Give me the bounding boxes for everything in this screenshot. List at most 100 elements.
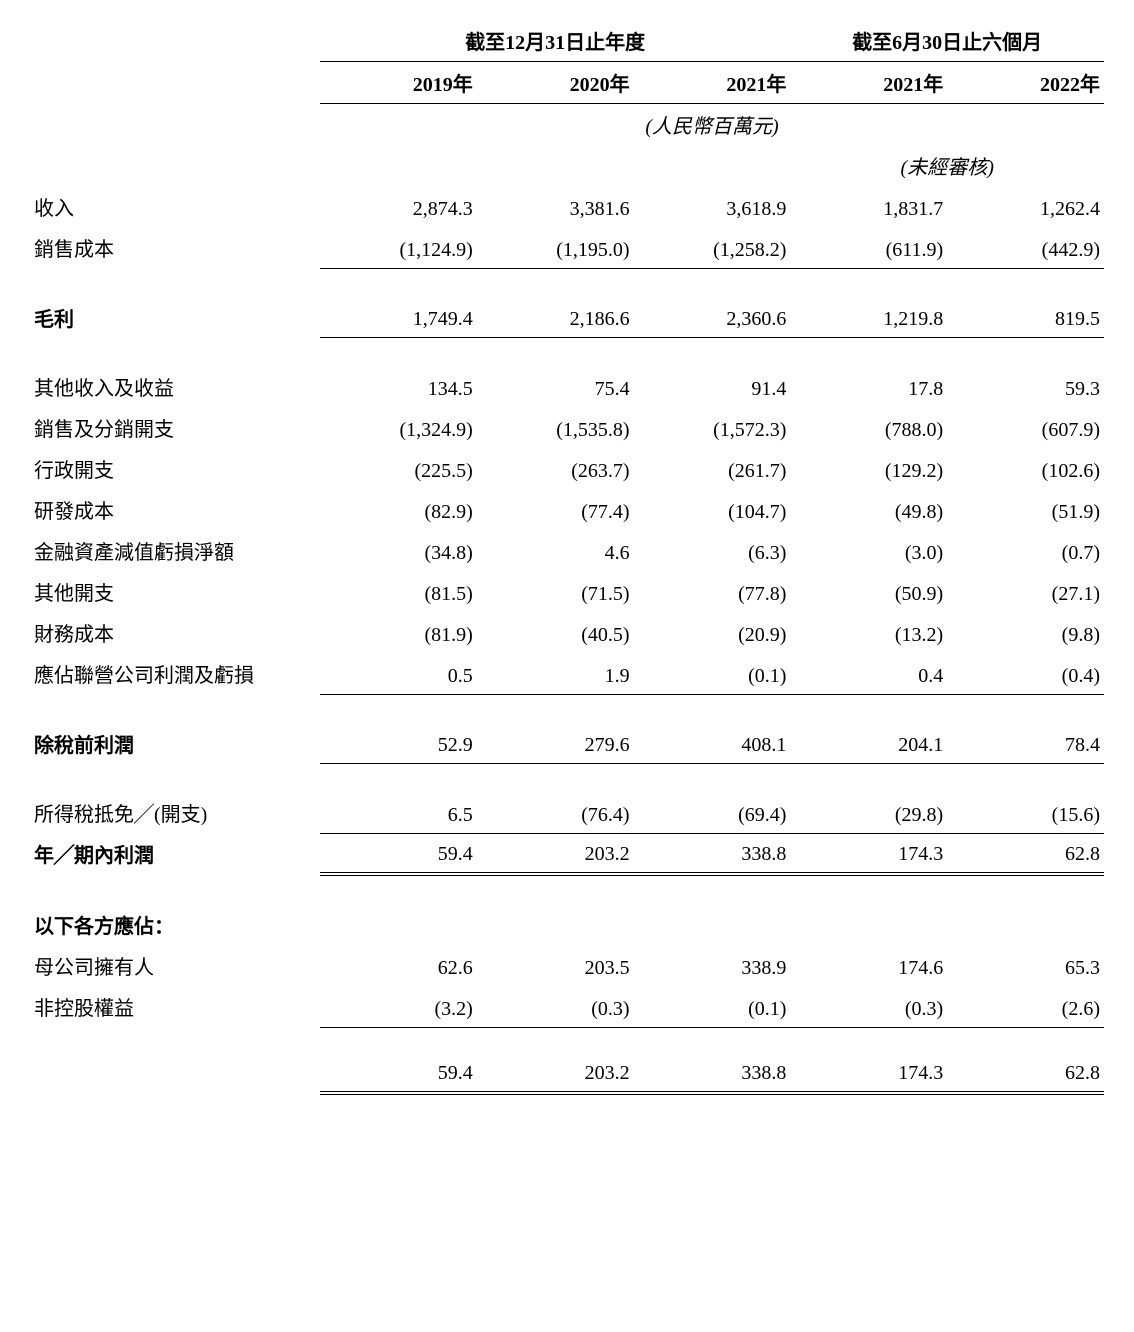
row-label: 研發成本 [30,489,320,530]
header-group-annual: 截至12月31日止年度 [320,20,790,62]
cell-y2020: (263.7) [477,448,634,489]
cell-y2020: (1,195.0) [477,227,634,268]
cell-y2021: (20.9) [634,612,791,653]
row-label [30,1056,320,1093]
cell-y2020: 4.6 [477,530,634,571]
cell-h2021: 174.3 [790,833,947,874]
cell-y2021: 91.4 [634,366,791,407]
table-row: 非控股權益(3.2)(0.3)(0.1)(0.3)(2.6) [30,986,1104,1027]
cell-y2020: 3,381.6 [477,186,634,227]
cell-h2021: (3.0) [790,530,947,571]
table-row: 除稅前利潤52.9279.6408.1204.178.4 [30,723,1104,764]
cell-h2022: (27.1) [947,571,1104,612]
table-row: 母公司擁有人62.6203.5338.9174.665.3 [30,945,1104,986]
cell-y2019: 52.9 [320,723,477,764]
cell-y2019: 62.6 [320,945,477,986]
row-label: 收入 [30,186,320,227]
cell-h2021: (29.8) [790,792,947,833]
cell-y2021: 3,618.9 [634,186,791,227]
cell-y2019: (1,124.9) [320,227,477,268]
cell-y2020: (77.4) [477,489,634,530]
table-row: 其他收入及收益134.575.491.417.859.3 [30,366,1104,407]
cell-h2021: 0.4 [790,653,947,694]
cell-y2021: 338.9 [634,945,791,986]
cell-y2019: 59.4 [320,833,477,874]
spacer-row [30,338,1104,367]
table-row: 以下各方應佔： [30,904,1104,945]
row-label: 毛利 [30,297,320,338]
cell-y2019: 1,749.4 [320,297,477,338]
header-group-interim: 截至6月30日止六個月 [790,20,1104,62]
cell-y2021: (1,258.2) [634,227,791,268]
cell-y2021: (6.3) [634,530,791,571]
cell-y2020: (40.5) [477,612,634,653]
cell-y2019 [320,904,477,945]
cell-h2021: 1,831.7 [790,186,947,227]
cell-y2019: (3.2) [320,986,477,1027]
cell-y2019: (81.5) [320,571,477,612]
cell-y2021: 338.8 [634,1056,791,1093]
cell-y2020: 203.2 [477,833,634,874]
spacer-row [30,764,1104,793]
cell-h2021: 174.6 [790,945,947,986]
cell-y2021: (69.4) [634,792,791,833]
cell-h2021: (788.0) [790,407,947,448]
cell-y2019: (81.9) [320,612,477,653]
cell-y2020 [477,904,634,945]
cell-h2022 [947,904,1104,945]
cell-y2021: 338.8 [634,833,791,874]
cell-y2021: 2,360.6 [634,297,791,338]
table-row: 銷售及分銷開支(1,324.9)(1,535.8)(1,572.3)(788.0… [30,407,1104,448]
row-label: 母公司擁有人 [30,945,320,986]
row-label: 銷售成本 [30,227,320,268]
table-row: 所得稅抵免╱(開支)6.5(76.4)(69.4)(29.8)(15.6) [30,792,1104,833]
table-row: 行政開支(225.5)(263.7)(261.7)(129.2)(102.6) [30,448,1104,489]
cell-h2022: 65.3 [947,945,1104,986]
cell-h2021: (13.2) [790,612,947,653]
unit-note: (人民幣百萬元) [320,104,1104,146]
financial-table: 截至12月31日止年度 截至6月30日止六個月 2019年 2020年 2021… [30,20,1104,1095]
table-row: 其他開支(81.5)(71.5)(77.8)(50.9)(27.1) [30,571,1104,612]
row-label: 所得稅抵免╱(開支) [30,792,320,833]
cell-y2019: 59.4 [320,1056,477,1093]
spacer-row [30,694,1104,723]
cell-y2019: 134.5 [320,366,477,407]
col-header-2019: 2019年 [320,62,477,104]
cell-h2022: 62.8 [947,833,1104,874]
header-group-row: 截至12月31日止年度 截至6月30日止六個月 [30,20,1104,62]
cell-h2021: (50.9) [790,571,947,612]
cell-h2022: 62.8 [947,1056,1104,1093]
cell-y2021: (0.1) [634,653,791,694]
table-row: 金融資產減值虧損淨額(34.8)4.6(6.3)(3.0)(0.7) [30,530,1104,571]
cell-y2021: (77.8) [634,571,791,612]
cell-h2022: (0.4) [947,653,1104,694]
table-row: 毛利1,749.42,186.62,360.61,219.8819.5 [30,297,1104,338]
row-label: 銷售及分銷開支 [30,407,320,448]
row-label: 行政開支 [30,448,320,489]
cell-y2020: (71.5) [477,571,634,612]
cell-h2021: 1,219.8 [790,297,947,338]
cell-y2020: (1,535.8) [477,407,634,448]
unaudited-note-row: (未經審核) [30,145,1104,186]
table-row: 應佔聯營公司利潤及虧損0.51.9(0.1)0.4(0.4) [30,653,1104,694]
cell-y2021: (0.1) [634,986,791,1027]
row-label: 年╱期內利潤 [30,833,320,874]
cell-h2021: (0.3) [790,986,947,1027]
table-row: 銷售成本(1,124.9)(1,195.0)(1,258.2)(611.9)(4… [30,227,1104,268]
year-header-row: 2019年 2020年 2021年 2021年 2022年 [30,62,1104,104]
cell-h2022: (2.6) [947,986,1104,1027]
cell-h2022: (51.9) [947,489,1104,530]
cell-h2022: (102.6) [947,448,1104,489]
cell-y2019: 0.5 [320,653,477,694]
cell-y2020: 75.4 [477,366,634,407]
cell-y2019: 6.5 [320,792,477,833]
row-label: 其他開支 [30,571,320,612]
table-row: 年╱期內利潤59.4203.2338.8174.362.8 [30,833,1104,874]
cell-y2020: 203.2 [477,1056,634,1093]
col-header-h2021: 2021年 [790,62,947,104]
row-label: 除稅前利潤 [30,723,320,764]
cell-h2021: (611.9) [790,227,947,268]
cell-h2021: (129.2) [790,448,947,489]
cell-y2021: (104.7) [634,489,791,530]
col-header-h2022: 2022年 [947,62,1104,104]
